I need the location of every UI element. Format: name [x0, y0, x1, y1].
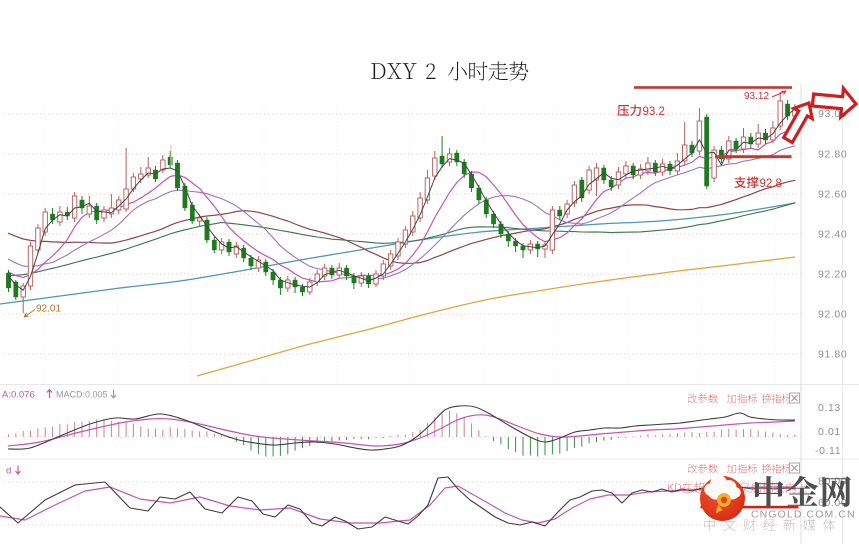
- svg-text:92.20: 92.20: [818, 269, 847, 281]
- svg-text:d: d: [6, 466, 11, 477]
- svg-text:92.80: 92.80: [818, 149, 847, 161]
- svg-text:A:0.076: A:0.076: [2, 390, 35, 401]
- svg-text:MACD:0.005: MACD:0.005: [56, 390, 108, 400]
- svg-text:92.00: 92.00: [818, 309, 847, 321]
- svg-text:92.01: 92.01: [36, 304, 61, 315]
- svg-text:CNGOLD.COM.CN: CNGOLD.COM.CN: [751, 509, 856, 521]
- svg-text:-0.11: -0.11: [815, 445, 841, 457]
- svg-text:92.40: 92.40: [818, 229, 847, 241]
- svg-text:91.80: 91.80: [818, 349, 847, 361]
- svg-text:0.13: 0.13: [818, 402, 841, 414]
- svg-text:93.12: 93.12: [744, 91, 769, 102]
- svg-text:93.2: 93.2: [643, 106, 665, 118]
- svg-text:0.01: 0.01: [818, 426, 841, 438]
- svg-text:92.8: 92.8: [760, 178, 782, 190]
- svg-text:92.60: 92.60: [818, 189, 847, 201]
